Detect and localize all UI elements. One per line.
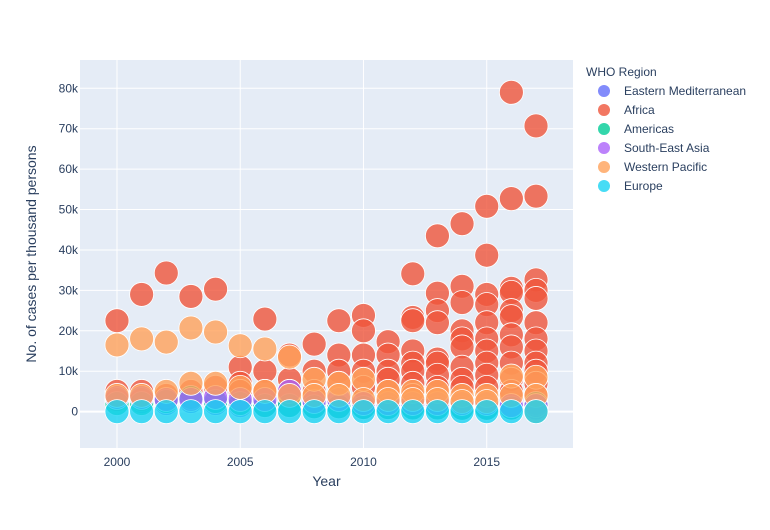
data-point[interactable] [301, 331, 327, 357]
legend-title: WHO Region [586, 65, 657, 79]
data-point[interactable] [523, 113, 549, 139]
data-point[interactable] [227, 333, 253, 359]
data-point[interactable] [474, 193, 500, 219]
data-point[interactable] [425, 399, 450, 425]
data-point[interactable] [425, 310, 450, 336]
data-points [104, 79, 549, 425]
data-point[interactable] [153, 260, 179, 286]
legend-marker [598, 180, 610, 192]
y-tick-label: 50k [59, 203, 79, 217]
y-tick-label: 20k [59, 324, 79, 338]
data-point[interactable] [227, 374, 253, 400]
x-tick-label: 2005 [227, 455, 254, 469]
legend-label: Europe [624, 179, 663, 193]
y-axis-title: No. of cases per thousand persons [23, 145, 39, 362]
data-point[interactable] [129, 282, 155, 307]
data-point[interactable] [351, 318, 376, 344]
x-axis-ticks: 2000 2005 2010 2015 [104, 455, 501, 469]
data-point[interactable] [301, 399, 327, 425]
data-point[interactable] [523, 183, 549, 209]
data-point[interactable] [153, 329, 179, 355]
data-point[interactable] [375, 399, 401, 425]
data-point[interactable] [498, 79, 524, 105]
x-axis-title: Year [312, 473, 341, 489]
data-point[interactable] [523, 399, 549, 425]
x-tick-label: 2010 [350, 455, 377, 469]
data-point[interactable] [129, 326, 155, 352]
data-point[interactable] [178, 370, 204, 396]
x-tick-label: 2000 [104, 455, 131, 469]
data-point[interactable] [523, 286, 549, 311]
data-point[interactable] [474, 242, 500, 268]
data-point[interactable] [252, 306, 278, 332]
y-axis-ticks: 0 10k 20k 30k 40k 50k 60k 70k 80k [59, 81, 79, 418]
data-point[interactable] [474, 399, 500, 425]
data-point[interactable] [203, 399, 228, 425]
data-point[interactable] [351, 399, 376, 425]
x-tick-label: 2015 [473, 455, 500, 469]
legend-label: Africa [624, 103, 655, 117]
y-tick-label: 10k [59, 364, 79, 378]
data-point[interactable] [449, 399, 475, 425]
data-point[interactable] [449, 211, 475, 237]
legend-label: South-East Asia [624, 141, 710, 155]
legend-marker [598, 104, 610, 116]
y-tick-label: 80k [59, 81, 79, 95]
legend-item[interactable]: Western Pacific [598, 160, 707, 174]
legend-item[interactable]: Americas [598, 122, 674, 136]
data-point[interactable] [178, 284, 204, 309]
data-point[interactable] [203, 276, 228, 302]
data-point[interactable] [252, 399, 278, 425]
data-point[interactable] [227, 399, 253, 425]
y-tick-label: 0 [71, 405, 78, 419]
data-point[interactable] [252, 336, 278, 362]
y-tick-label: 30k [59, 283, 79, 297]
y-tick-label: 70k [59, 122, 79, 136]
data-point[interactable] [277, 399, 302, 425]
data-point[interactable] [104, 332, 130, 358]
data-point[interactable] [326, 308, 352, 334]
data-point[interactable] [129, 399, 155, 425]
data-point[interactable] [326, 399, 352, 425]
legend-marker [598, 142, 610, 154]
data-point[interactable] [277, 344, 302, 370]
legend-item[interactable]: Africa [598, 103, 655, 117]
legend-marker [598, 85, 610, 97]
legend-label: Eastern Mediterranean [624, 84, 746, 98]
legend-item[interactable]: South-East Asia [598, 141, 710, 155]
legend: WHO Region Eastern Mediterranean Africa Am… [586, 65, 746, 193]
y-tick-label: 40k [59, 243, 79, 257]
data-point[interactable] [203, 370, 228, 396]
data-point[interactable] [425, 223, 450, 249]
legend-marker [598, 161, 610, 173]
data-point[interactable] [400, 308, 426, 334]
data-point[interactable] [104, 308, 130, 334]
data-point[interactable] [178, 315, 204, 341]
y-tick-label: 60k [59, 162, 79, 176]
data-point[interactable] [449, 290, 475, 315]
data-point[interactable] [400, 261, 426, 287]
data-point[interactable] [203, 319, 228, 345]
legend-marker [598, 123, 610, 135]
legend-item[interactable]: Europe [598, 179, 663, 193]
legend-label: Western Pacific [624, 160, 707, 174]
data-point[interactable] [498, 399, 524, 425]
data-point[interactable] [104, 399, 130, 425]
data-point[interactable] [498, 186, 524, 212]
data-point[interactable] [400, 399, 426, 425]
legend-label: Americas [624, 122, 674, 136]
legend-item[interactable]: Eastern Mediterranean [598, 84, 746, 98]
data-point[interactable] [178, 399, 204, 425]
data-point[interactable] [153, 399, 179, 425]
